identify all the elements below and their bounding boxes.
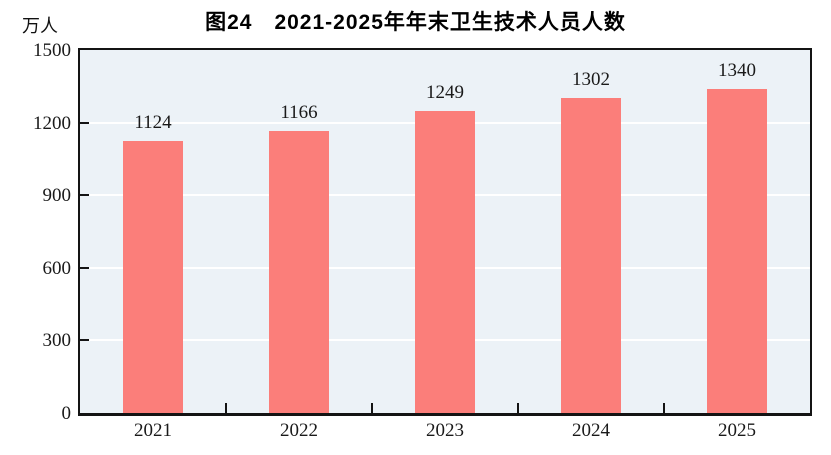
plot-area: 1124 1166 1249 1302 1340 bbox=[78, 48, 812, 416]
y-axis-label: 900 bbox=[42, 185, 72, 207]
bar bbox=[415, 110, 475, 413]
bar bbox=[269, 130, 329, 413]
y-axis-label: 300 bbox=[42, 330, 72, 352]
chart-title: 图24 2021-2025年年末卫生技术人员人数 bbox=[205, 11, 626, 34]
bar-value-label: 1340 bbox=[718, 59, 756, 81]
bar bbox=[707, 88, 767, 413]
x-axis-tick bbox=[225, 403, 227, 413]
bar bbox=[123, 141, 183, 413]
bar bbox=[561, 97, 621, 413]
bar-value-label: 1166 bbox=[280, 101, 318, 123]
y-axis-label: 600 bbox=[42, 257, 72, 279]
y-axis-tick bbox=[80, 121, 89, 124]
y-axis-tick bbox=[80, 339, 89, 342]
x-axis-label: 2022 bbox=[280, 420, 318, 441]
y-axis-label: 1200 bbox=[33, 112, 71, 134]
x-axis-tick bbox=[517, 403, 519, 413]
bar-value-label: 1302 bbox=[572, 68, 610, 90]
x-axis-label: 2024 bbox=[572, 420, 610, 441]
y-axis-label: 1500 bbox=[33, 40, 71, 61]
bar-value-label: 1124 bbox=[134, 112, 172, 133]
y-axis-unit-label: 万人 bbox=[22, 16, 58, 36]
x-axis-tick bbox=[663, 403, 665, 413]
y-axis-label: 0 bbox=[61, 403, 72, 424]
x-axis-tick bbox=[371, 403, 373, 413]
bar-value-label: 1249 bbox=[426, 81, 464, 103]
x-axis-label: 2021 bbox=[134, 420, 172, 441]
x-axis-label: 2023 bbox=[426, 420, 464, 441]
y-axis-tick bbox=[80, 266, 89, 269]
plot-inner: 1124 1166 1249 1302 1340 bbox=[80, 50, 810, 413]
y-axis-tick bbox=[80, 194, 89, 197]
x-axis-label: 2025 bbox=[718, 420, 756, 441]
